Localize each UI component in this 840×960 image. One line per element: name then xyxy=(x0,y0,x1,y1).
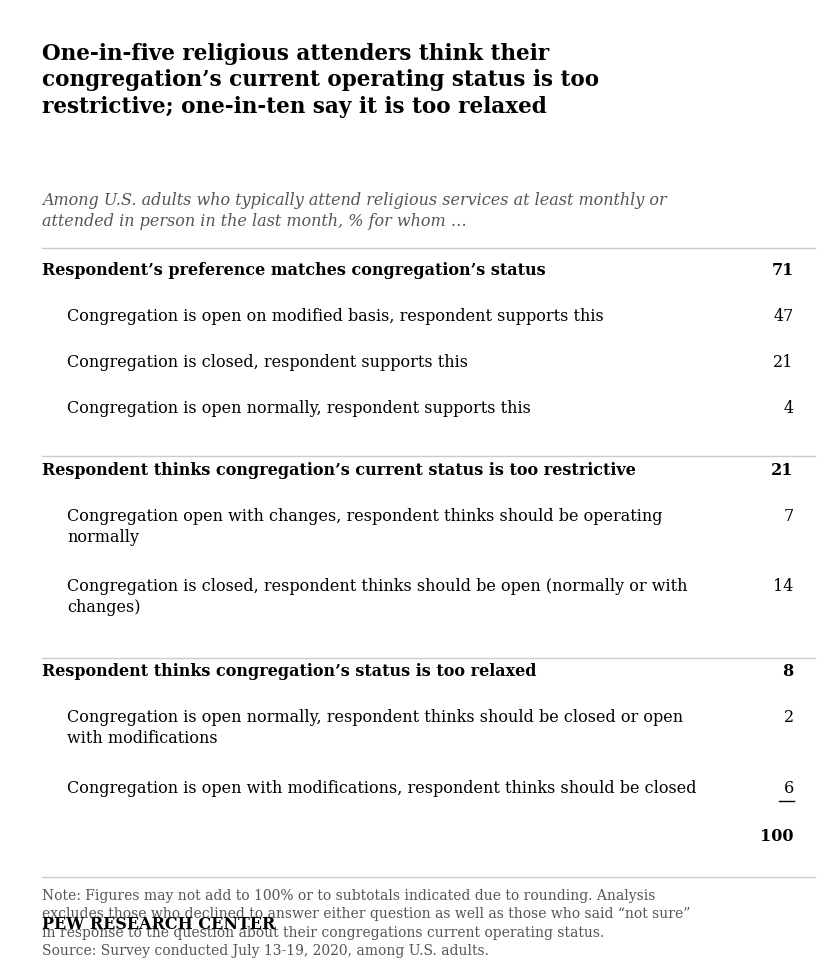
Text: 2: 2 xyxy=(784,709,794,727)
Text: Respondent’s preference matches congregation’s status: Respondent’s preference matches congrega… xyxy=(42,262,546,279)
Text: Congregation is open normally, respondent supports this: Congregation is open normally, responden… xyxy=(67,400,531,418)
Text: 47: 47 xyxy=(774,308,794,325)
Text: 8: 8 xyxy=(783,663,794,681)
Text: 6: 6 xyxy=(784,780,794,797)
Text: One-in-five religious attenders think their
congregation’s current operating sta: One-in-five religious attenders think th… xyxy=(42,43,599,118)
Text: 7: 7 xyxy=(784,508,794,525)
Text: 14: 14 xyxy=(774,578,794,595)
Text: Congregation open with changes, respondent thinks should be operating
normally: Congregation open with changes, responde… xyxy=(67,508,663,545)
Text: Note: Figures may not add to 100% or to subtotals indicated due to rounding. Ana: Note: Figures may not add to 100% or to … xyxy=(42,889,690,960)
Text: Among U.S. adults who typically attend religious services at least monthly or
at: Among U.S. adults who typically attend r… xyxy=(42,192,667,229)
Text: Congregation is open on modified basis, respondent supports this: Congregation is open on modified basis, … xyxy=(67,308,604,325)
Text: 21: 21 xyxy=(774,354,794,372)
Text: Congregation is closed, respondent supports this: Congregation is closed, respondent suppo… xyxy=(67,354,468,372)
Text: 100: 100 xyxy=(760,828,794,845)
Text: Respondent thinks congregation’s status is too relaxed: Respondent thinks congregation’s status … xyxy=(42,663,537,681)
Text: PEW RESEARCH CENTER: PEW RESEARCH CENTER xyxy=(42,916,276,933)
Text: Congregation is open with modifications, respondent thinks should be closed: Congregation is open with modifications,… xyxy=(67,780,696,797)
Text: 21: 21 xyxy=(771,462,794,479)
Text: Congregation is closed, respondent thinks should be open (normally or with
chang: Congregation is closed, respondent think… xyxy=(67,578,688,615)
Text: 4: 4 xyxy=(784,400,794,418)
Text: 71: 71 xyxy=(771,262,794,279)
Text: Congregation is open normally, respondent thinks should be closed or open
with m: Congregation is open normally, responden… xyxy=(67,709,683,747)
Text: Respondent thinks congregation’s current status is too restrictive: Respondent thinks congregation’s current… xyxy=(42,462,636,479)
